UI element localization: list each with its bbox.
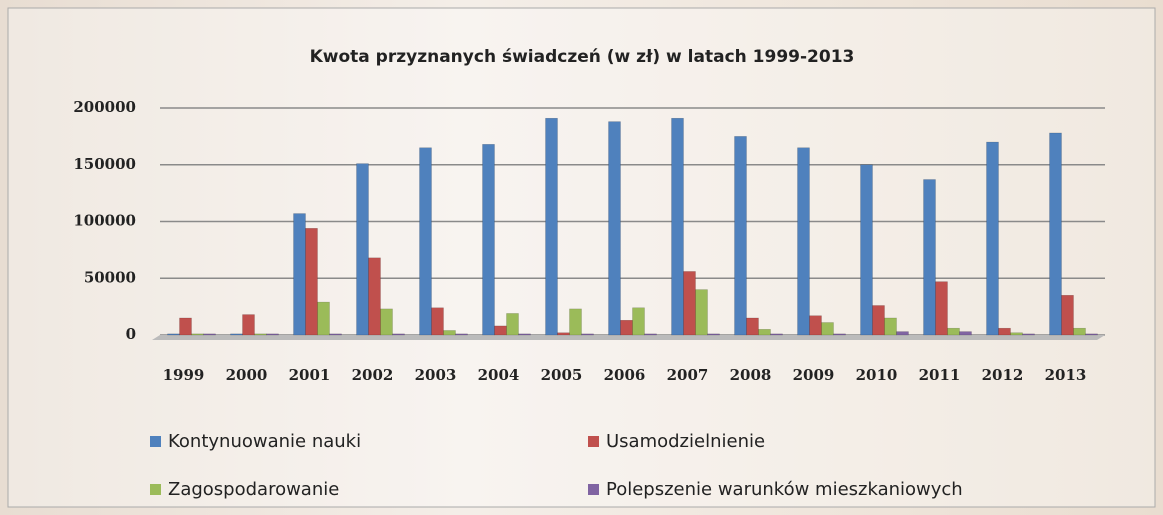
bar — [230, 333, 243, 336]
bar — [482, 144, 495, 336]
bar — [431, 307, 444, 336]
x-tick-label: 2007 — [667, 366, 709, 384]
x-tick-label: 2003 — [415, 366, 457, 384]
chart-title: Kwota przyznanych świadczeń (w zł) w lat… — [310, 47, 855, 67]
bar — [317, 301, 330, 336]
bar — [203, 333, 216, 336]
bar — [797, 147, 810, 336]
bar — [998, 327, 1011, 336]
bar — [167, 333, 180, 336]
y-tick-label: 100000 — [73, 212, 136, 230]
legend-label: Usamodzielnienie — [606, 431, 765, 452]
x-tick-label: 2012 — [982, 366, 1024, 384]
bar — [545, 117, 558, 336]
y-tick-label: 200000 — [73, 98, 136, 116]
bar — [620, 319, 633, 336]
bar — [695, 289, 708, 336]
chart-frame — [7, 7, 1156, 508]
bar — [419, 147, 432, 336]
bar — [179, 317, 192, 336]
x-tick-label: 2001 — [289, 366, 331, 384]
legend-swatch — [150, 484, 161, 495]
bar — [1049, 132, 1062, 336]
bar — [242, 314, 255, 336]
x-tick-label: 1999 — [163, 366, 205, 384]
bar — [809, 315, 822, 336]
bar — [884, 317, 897, 336]
x-tick-label: 2008 — [730, 366, 772, 384]
bar — [266, 333, 279, 336]
x-tick-label: 2013 — [1045, 366, 1087, 384]
bar — [923, 179, 936, 336]
bar — [986, 141, 999, 336]
bar — [1085, 333, 1098, 336]
y-tick-label: 0 — [126, 325, 136, 343]
legend-label: Polepszenie warunków mieszkaniowych — [606, 479, 963, 500]
bar — [1010, 332, 1023, 336]
bar — [1073, 327, 1086, 336]
bar — [443, 330, 456, 336]
legend-swatch — [588, 484, 599, 495]
x-tick-label: 2006 — [604, 366, 646, 384]
bar — [821, 322, 834, 336]
bar — [734, 136, 747, 336]
bar — [356, 163, 369, 336]
bar — [707, 333, 720, 336]
bar — [293, 213, 306, 336]
bar — [368, 257, 381, 336]
bar — [671, 117, 684, 336]
bar — [1022, 333, 1035, 336]
bar — [455, 333, 468, 336]
bar — [746, 317, 759, 336]
bar — [896, 331, 909, 336]
legend-swatch — [588, 436, 599, 447]
x-tick-label: 2009 — [793, 366, 835, 384]
bar — [557, 332, 570, 336]
bar — [581, 333, 594, 336]
bar — [770, 333, 783, 336]
bar — [935, 281, 948, 336]
bar — [632, 307, 645, 336]
legend-label: Kontynuowanie nauki — [168, 431, 361, 452]
y-tick-label: 150000 — [73, 155, 136, 173]
bar — [683, 271, 696, 336]
bar — [506, 313, 519, 336]
x-tick-label: 2011 — [919, 366, 961, 384]
bar — [947, 327, 960, 336]
bar — [494, 325, 507, 336]
x-tick-label: 2004 — [478, 366, 520, 384]
bar — [758, 329, 771, 336]
bar — [569, 308, 582, 336]
bar — [608, 121, 621, 336]
bar — [329, 333, 342, 336]
bar — [1061, 295, 1074, 336]
bar — [872, 305, 885, 336]
bar — [254, 333, 267, 336]
legend-swatch — [150, 436, 161, 447]
bar — [518, 333, 531, 336]
bar — [392, 333, 405, 336]
x-tick-label: 2005 — [541, 366, 583, 384]
bar — [860, 164, 873, 336]
legend-label: Zagospodarowanie — [168, 479, 339, 500]
bar — [380, 308, 393, 336]
bar — [191, 333, 204, 336]
floor — [152, 335, 1105, 340]
bar — [305, 228, 318, 336]
bar — [959, 331, 972, 336]
x-tick-label: 2000 — [226, 366, 268, 384]
x-tick-label: 2010 — [856, 366, 898, 384]
bar — [644, 333, 657, 336]
bar — [833, 333, 846, 336]
y-tick-label: 50000 — [84, 268, 136, 286]
x-tick-label: 2002 — [352, 366, 394, 384]
